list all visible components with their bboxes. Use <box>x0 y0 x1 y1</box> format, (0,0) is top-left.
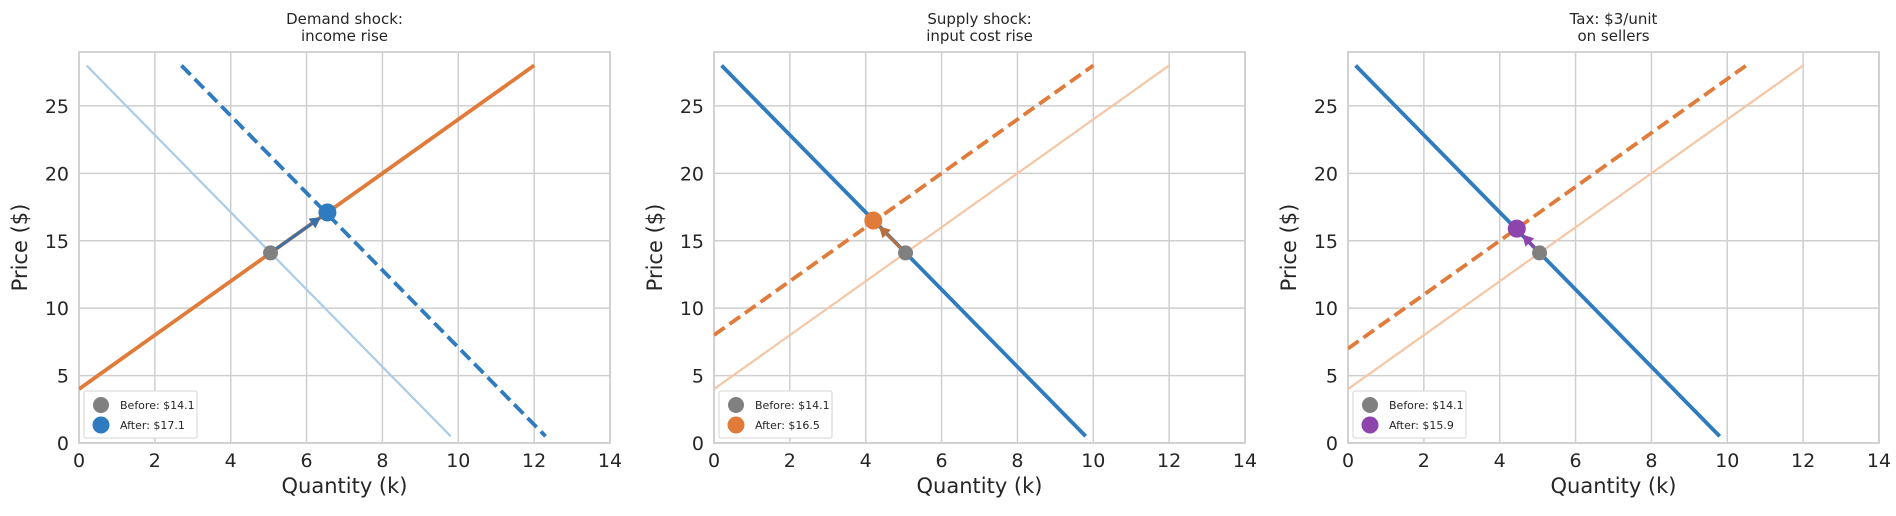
y-tick-label: 5 <box>1326 366 1338 388</box>
chart-title-line: income rise <box>301 27 388 45</box>
y-tick-label: 10 <box>1314 298 1338 320</box>
legend-marker-before <box>93 397 109 413</box>
chart-panel-3: 0 2 4 6 8 10 12 14 0 5 10 15 20 25 Quantity (k) Price (… <box>1277 10 1891 498</box>
x-tick-label: 4 <box>1494 450 1506 472</box>
plot-frame <box>78 51 611 444</box>
shift-arrow-head <box>878 226 891 239</box>
y-tick-label: 25 <box>1314 96 1338 118</box>
y-tick-label: 15 <box>1314 231 1338 253</box>
x-tick-label: 12 <box>522 450 546 472</box>
plot-frame <box>1347 51 1880 444</box>
x-tick-label: 8 <box>1011 450 1023 472</box>
x-tick-label: 0 <box>708 450 720 472</box>
shift-arrow-head <box>308 217 321 229</box>
y-tick-label: 25 <box>45 96 69 118</box>
x-tick-label: 10 <box>1715 450 1739 472</box>
y-tick-label: 10 <box>45 298 69 320</box>
x-tick-label: 12 <box>1157 450 1181 472</box>
x-tick-label: 14 <box>598 450 622 472</box>
y-axis-label: Price ($) <box>643 204 667 292</box>
series-line-demand-shifted <box>180 64 547 438</box>
legend-box <box>83 390 198 439</box>
x-tick-label: 12 <box>1791 450 1815 472</box>
legend-marker-after <box>1361 416 1379 434</box>
legend-box <box>1352 390 1467 439</box>
x-tick-label: 14 <box>1233 450 1257 472</box>
x-tick-label: 6 <box>1570 450 1582 472</box>
y-tick-label: 10 <box>680 298 704 320</box>
chart-title-line: input cost rise <box>926 27 1033 45</box>
equilibrium-before-point <box>1532 245 1548 261</box>
chart-panel-1: 0 2 4 6 8 10 12 14 0 5 10 15 20 25 Quantity (k) Price (… <box>8 10 622 498</box>
y-tick-label: 0 <box>57 433 69 455</box>
legend-label-after: After: $17.1 <box>120 419 185 432</box>
legend-marker-before <box>1362 397 1378 413</box>
x-axis-label: Quantity (k) <box>1551 474 1677 498</box>
x-tick-label: 10 <box>446 450 470 472</box>
equilibrium-before-point <box>898 245 914 261</box>
y-tick-label: 20 <box>680 163 704 185</box>
x-axis-label: Quantity (k) <box>917 474 1043 498</box>
x-tick-label: 4 <box>860 450 872 472</box>
x-tick-label: 2 <box>784 450 796 472</box>
equilibrium-after-point <box>864 211 883 230</box>
chart-title-line: Demand shock: <box>286 10 403 28</box>
x-tick-label: 8 <box>376 450 388 472</box>
y-tick-label: 15 <box>680 231 704 253</box>
chart-panel-2: 0 2 4 6 8 10 12 14 0 5 10 15 20 25 Quantity (k) Price (… <box>643 10 1257 498</box>
series-line-supply-original <box>714 64 1170 390</box>
y-tick-label: 0 <box>692 433 704 455</box>
chart-title-line: Tax: $3/unit <box>1569 10 1658 28</box>
series-line-supply-shifted <box>714 63 1095 337</box>
y-tick-label: 5 <box>692 366 704 388</box>
x-tick-label: 14 <box>1867 450 1891 472</box>
x-tick-label: 2 <box>149 450 161 472</box>
legend-label-after: After: $15.9 <box>1389 419 1454 432</box>
x-tick-label: 8 <box>1645 450 1657 472</box>
legend-box <box>718 390 833 439</box>
x-tick-label: 2 <box>1418 450 1430 472</box>
chart-title-line: Supply shock: <box>927 10 1031 28</box>
x-tick-label: 10 <box>1081 450 1105 472</box>
shift-arrow-shaft <box>269 222 313 255</box>
legend-label-before: Before: $14.1 <box>1389 399 1464 412</box>
plot-frame <box>713 51 1246 444</box>
x-tick-label: 0 <box>1342 450 1354 472</box>
equilibrium-after-point <box>1507 219 1526 238</box>
x-tick-label: 6 <box>301 450 313 472</box>
y-tick-label: 0 <box>1326 433 1338 455</box>
legend-label-before: Before: $14.1 <box>755 399 830 412</box>
y-tick-label: 20 <box>45 163 69 185</box>
x-axis-label: Quantity (k) <box>282 474 408 498</box>
legend-marker-before <box>728 397 744 413</box>
y-tick-label: 5 <box>57 366 69 388</box>
series-line-supply-with-tax <box>1348 63 1748 351</box>
x-tick-label: 4 <box>225 450 237 472</box>
y-tick-label: 25 <box>680 96 704 118</box>
chart-title-line: on sellers <box>1577 27 1649 45</box>
legend-marker-after <box>727 416 745 434</box>
shift-arrow-head <box>1522 234 1535 247</box>
x-tick-label: 6 <box>936 450 948 472</box>
y-axis-label: Price ($) <box>1277 204 1301 292</box>
x-tick-label: 0 <box>73 450 85 472</box>
series-line-supply-original <box>1348 64 1804 390</box>
y-axis-label: Price ($) <box>8 204 32 292</box>
legend-label-before: Before: $14.1 <box>120 399 195 412</box>
equilibrium-before-point <box>263 245 279 261</box>
y-tick-label: 15 <box>45 231 69 253</box>
legend-label-after: After: $16.5 <box>755 419 820 432</box>
equilibrium-after-point <box>318 203 337 222</box>
series-group <box>79 63 547 438</box>
y-tick-label: 20 <box>1314 163 1338 185</box>
legend-marker-after <box>92 416 110 434</box>
